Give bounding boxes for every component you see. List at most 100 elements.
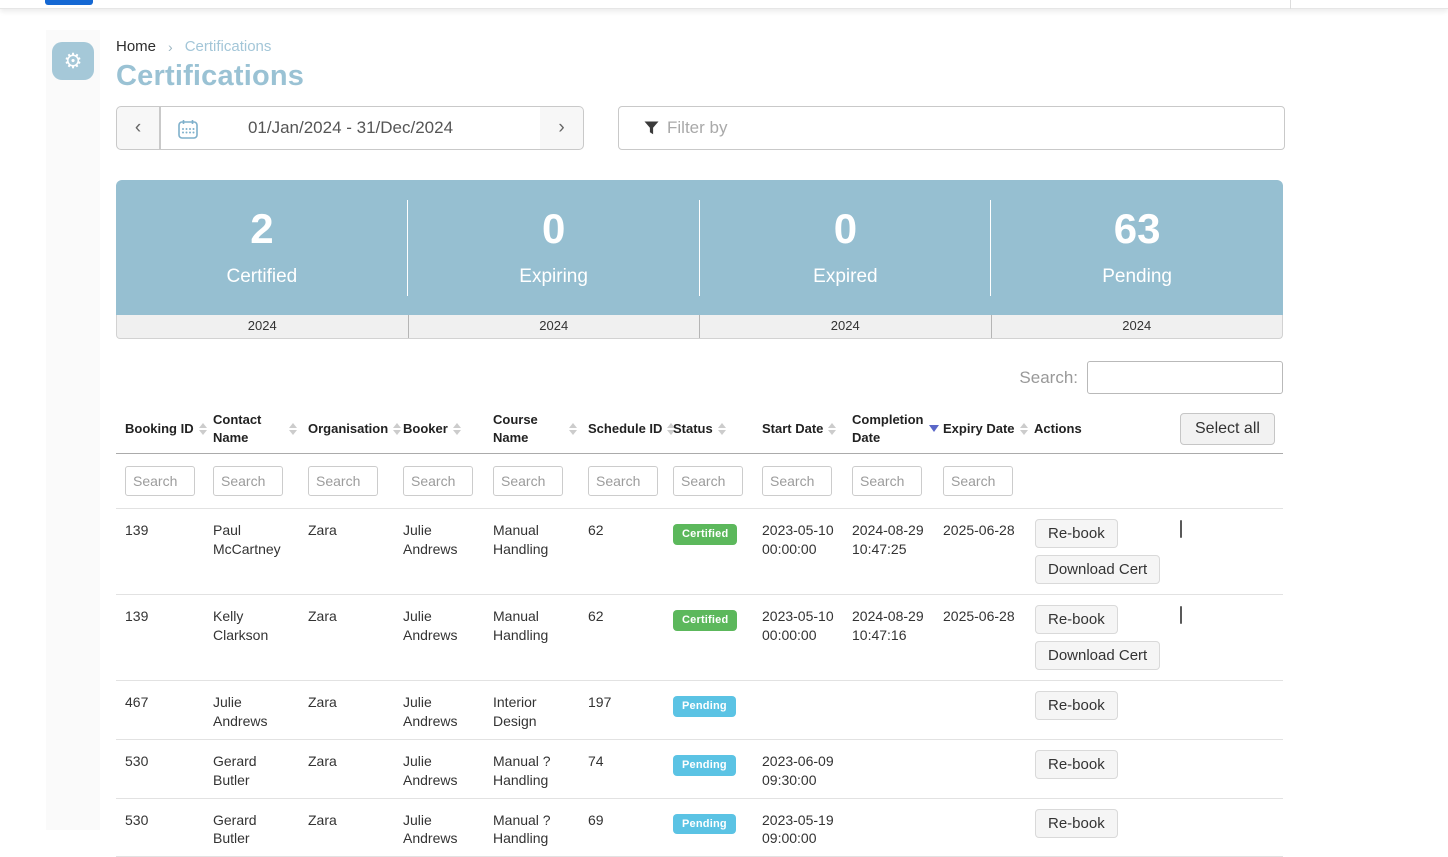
sort-up-arrow	[393, 422, 402, 428]
filter-cell-start_date	[753, 454, 843, 508]
column-header-schedule_id[interactable]: Schedule ID	[579, 404, 676, 453]
column-search-input-status[interactable]	[673, 466, 743, 496]
column-header-course_name[interactable]: Course Name	[484, 404, 579, 453]
stat-label: Certified	[226, 265, 298, 287]
sort-icon	[928, 425, 939, 432]
cell-organisation: Zara	[308, 522, 337, 538]
breadcrumb-home-link[interactable]: Home	[116, 38, 157, 55]
cell-booking_id: 139	[125, 522, 149, 538]
gear-icon: ⚙	[63, 49, 83, 73]
date-range-picker: ‹ 01/Jan/2024 - 31/Dec/2024 ›	[116, 106, 584, 150]
settings-button[interactable]: ⚙	[52, 42, 94, 80]
column-header-organisation[interactable]: Organisation	[299, 404, 402, 453]
sort-up-arrow	[198, 422, 207, 428]
rebook-button[interactable]: Re-book	[1035, 808, 1118, 838]
cell-select	[1171, 799, 1283, 857]
column-search-input-organisation[interactable]	[308, 466, 378, 496]
download-cert-button[interactable]: Download Cert	[1035, 555, 1161, 584]
certifications-table: Booking ID Contact Name Organisation Booker…	[116, 404, 1283, 857]
column-label: Completion Date	[852, 411, 924, 445]
cell-expiry_date: 2025-06-28	[943, 608, 1015, 624]
filter-cell-expiry_date	[934, 454, 1025, 508]
rebook-button[interactable]: Re-book	[1035, 749, 1118, 779]
column-label: Organisation	[308, 420, 389, 436]
sort-up-arrow	[828, 422, 837, 428]
cell-completion_date	[843, 681, 934, 739]
cell-course_name: Interior Design	[493, 694, 537, 729]
sort-down-arrow	[717, 429, 726, 435]
chevron-right-icon: ›	[168, 38, 173, 55]
download-cert-button[interactable]: Download Cert	[1035, 641, 1161, 670]
cell-schedule_id: 62	[588, 608, 604, 624]
stat-pending[interactable]: 63 Pending	[991, 180, 1283, 315]
filter-cell-select	[1171, 469, 1283, 493]
cell-organisation: Zara	[308, 694, 337, 710]
cell-expiry_date: 2025-06-28	[943, 522, 1015, 538]
cell-course_name: Manual Handling	[493, 608, 549, 643]
cell-booking_id: 139	[125, 608, 149, 624]
row-checkbox[interactable]	[1180, 606, 1182, 624]
cell-status: Certified	[664, 509, 753, 594]
column-header-booking_id[interactable]: Booking ID	[116, 404, 207, 453]
cell-status: Pending	[664, 740, 753, 798]
column-search-input-schedule_id[interactable]	[588, 466, 658, 496]
column-header-start_date[interactable]: Start Date	[753, 404, 843, 453]
cell-booking_id: 530	[125, 811, 149, 828]
stat-label: Expiring	[519, 265, 588, 287]
column-header-completion_date[interactable]: Completion Date	[843, 404, 939, 453]
table-row: 139 Kelly Clarkson Zara Julie Andrews Manual…	[116, 595, 1283, 681]
cell-booker: Julie Andrews	[403, 811, 458, 847]
column-search-input-course_name[interactable]	[493, 466, 563, 496]
date-range-button[interactable]: 01/Jan/2024 - 31/Dec/2024	[160, 106, 540, 150]
column-search-input-booker[interactable]	[403, 466, 473, 496]
date-next-button[interactable]: ›	[540, 106, 584, 150]
sort-down-arrow	[393, 429, 402, 435]
date-prev-button[interactable]: ‹	[116, 106, 160, 150]
filter-input[interactable]	[618, 106, 1285, 150]
cell-contact_name: Paul McCartney	[213, 522, 281, 557]
table-header-row: Booking ID Contact Name Organisation Booker…	[116, 404, 1283, 454]
rebook-button[interactable]: Re-book	[1035, 605, 1118, 634]
cell-booker: Julie Andrews	[403, 522, 458, 557]
sort-down-arrow	[928, 425, 939, 432]
rebook-button[interactable]: Re-book	[1035, 691, 1118, 720]
column-search-input-contact_name[interactable]	[213, 466, 283, 496]
cell-select	[1171, 681, 1283, 739]
sort-icon	[198, 422, 207, 435]
column-search-input-start_date[interactable]	[762, 466, 832, 496]
stat-value: 0	[541, 204, 566, 252]
breadcrumb: Home › Certifications	[116, 38, 1283, 55]
sort-up-arrow	[667, 422, 676, 428]
stat-certified[interactable]: 2 Certified	[116, 180, 408, 315]
column-search-input-expiry_date[interactable]	[943, 466, 1013, 496]
table-body: 139 Paul McCartney Zara Julie Andrews Manual…	[116, 509, 1283, 857]
column-search-input-completion_date[interactable]	[852, 466, 922, 496]
row-checkbox[interactable]	[1180, 520, 1182, 538]
table-row: 530 Gerard Butler Zara Julie Andrews Manual …	[116, 799, 1283, 857]
select-all-button[interactable]: Select all	[1180, 412, 1275, 445]
cell-actions: Re-book	[1025, 799, 1171, 857]
cell-actions: Re-book	[1025, 681, 1171, 739]
filter-field	[618, 106, 1285, 150]
rebook-button[interactable]: Re-book	[1035, 519, 1118, 548]
column-header-contact_name[interactable]: Contact Name	[204, 404, 299, 453]
global-search-input[interactable]	[1087, 361, 1283, 394]
stat-expired[interactable]: 0 Expired	[700, 180, 992, 315]
sort-down-arrow	[667, 429, 676, 435]
column-header-expiry_date[interactable]: Expiry Date	[934, 404, 1028, 453]
cell-status: Pending	[664, 681, 753, 739]
column-header-status[interactable]: Status	[664, 404, 753, 453]
stat-expiring[interactable]: 0 Expiring	[408, 180, 700, 315]
cell-select	[1171, 740, 1283, 798]
cell-select	[1171, 595, 1283, 680]
cell-status: Pending	[664, 799, 753, 857]
page-title: Certifications	[116, 60, 305, 92]
stat-year: 2024	[117, 315, 409, 338]
column-header-booker[interactable]: Booker	[394, 404, 484, 453]
column-search-input-booking_id[interactable]	[125, 466, 195, 496]
stat-label: Expired	[813, 265, 878, 287]
stats-years: 2024 2024 2024 2024	[116, 315, 1283, 339]
cell-booking_id: 530	[125, 752, 149, 769]
cell-actions: Re-book Download Cert	[1025, 595, 1171, 680]
top-bar	[0, 0, 1448, 9]
